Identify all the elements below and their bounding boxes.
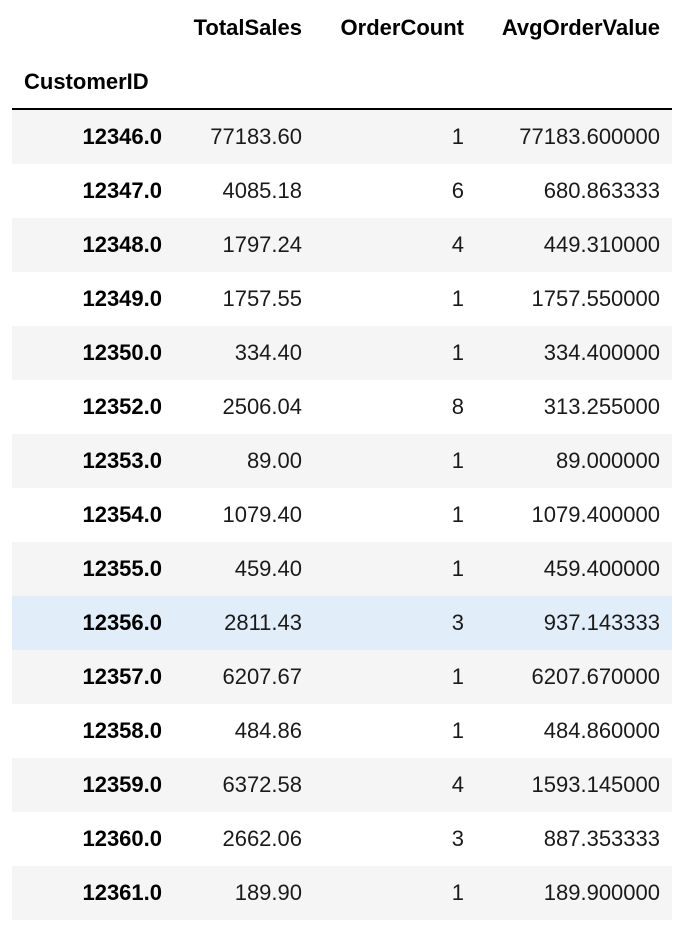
cell-total-sales: 89.00 <box>246 448 302 473</box>
row-index-customer-id: 12349.0 <box>82 286 162 311</box>
cell-total-sales: 77183.60 <box>210 124 302 149</box>
cell-total-sales: 4085.18 <box>222 178 302 203</box>
cell-total-sales: 6207.67 <box>222 664 302 689</box>
table-row: 12361.0 189.90 1 189.900000 <box>12 866 672 920</box>
table-row: 12357.0 6207.67 1 6207.670000 <box>12 650 672 704</box>
cell-order-count: 1 <box>451 664 464 689</box>
cell-total-sales: 1797.24 <box>222 232 302 257</box>
cell-order-count: 1 <box>451 502 464 527</box>
cell-avg-order-value: 1079.400000 <box>531 502 660 527</box>
cell-avg-order-value: 313.255000 <box>543 394 660 419</box>
column-header-row: TotalSales OrderCount AvgOrderValue <box>12 0 672 55</box>
index-name-blank-cell <box>476 55 672 110</box>
table-row: 12354.0 1079.40 1 1079.400000 <box>12 488 672 542</box>
table-header: TotalSales OrderCount AvgOrderValue Cust… <box>12 0 672 110</box>
cell-total-sales: 6372.58 <box>222 772 302 797</box>
column-header-total-sales: TotalSales <box>193 14 302 40</box>
index-name-blank-cell <box>314 55 476 110</box>
table-row: 12346.0 77183.60 1 77183.600000 <box>12 109 672 164</box>
cell-order-count: 4 <box>451 772 464 797</box>
cell-order-count: 1 <box>451 286 464 311</box>
cell-total-sales: 2506.04 <box>222 394 302 419</box>
table-row: 12360.0 2662.06 3 887.353333 <box>12 812 672 866</box>
row-index-customer-id: 12352.0 <box>82 394 162 419</box>
row-index-customer-id: 12346.0 <box>82 124 162 149</box>
row-index-customer-id: 12358.0 <box>82 718 162 743</box>
table-row: 12356.0 2811.43 3 937.143333 <box>12 596 672 650</box>
cell-total-sales: 484.86 <box>234 718 302 743</box>
index-name-row: CustomerID <box>12 55 672 110</box>
cell-order-count: 1 <box>451 556 464 581</box>
cell-order-count: 1 <box>451 880 464 905</box>
row-index-customer-id: 12357.0 <box>82 664 162 689</box>
table-row: 12349.0 1757.55 1 1757.550000 <box>12 272 672 326</box>
table-row: 12352.0 2506.04 8 313.255000 <box>12 380 672 434</box>
cell-order-count: 8 <box>451 394 464 419</box>
cell-avg-order-value: 89.000000 <box>556 448 660 473</box>
cell-avg-order-value: 887.353333 <box>543 826 660 851</box>
index-name-header: CustomerID <box>12 55 174 110</box>
cell-avg-order-value: 484.860000 <box>543 718 660 743</box>
index-corner-cell <box>12 0 174 55</box>
cell-avg-order-value: 1757.550000 <box>531 286 660 311</box>
table-row: 12348.0 1797.24 4 449.310000 <box>12 218 672 272</box>
row-index-customer-id: 12360.0 <box>82 826 162 851</box>
cell-avg-order-value: 77183.600000 <box>519 124 660 149</box>
cell-order-count: 4 <box>451 232 464 257</box>
cell-total-sales: 334.40 <box>234 340 302 365</box>
cell-avg-order-value: 1593.145000 <box>531 772 660 797</box>
cell-total-sales: 1757.55 <box>222 286 302 311</box>
cell-order-count: 3 <box>451 826 464 851</box>
row-index-customer-id: 12348.0 <box>82 232 162 257</box>
row-index-customer-id: 12359.0 <box>82 772 162 797</box>
cell-order-count: 3 <box>451 610 464 635</box>
table-row: 12358.0 484.86 1 484.860000 <box>12 704 672 758</box>
cell-avg-order-value: 6207.670000 <box>531 664 660 689</box>
table-row: 12350.0 334.40 1 334.400000 <box>12 326 672 380</box>
cell-avg-order-value: 459.400000 <box>543 556 660 581</box>
row-index-customer-id: 12350.0 <box>82 340 162 365</box>
index-name-blank-cell <box>174 55 314 110</box>
cell-avg-order-value: 680.863333 <box>543 178 660 203</box>
cell-avg-order-value: 937.143333 <box>543 610 660 635</box>
cell-order-count: 1 <box>451 124 464 149</box>
cell-total-sales: 2662.06 <box>222 826 302 851</box>
column-header-avg-order-value: AvgOrderValue <box>501 14 660 40</box>
row-index-customer-id: 12353.0 <box>82 448 162 473</box>
row-index-customer-id: 12355.0 <box>82 556 162 581</box>
cell-total-sales: 189.90 <box>234 880 302 905</box>
table-body: 12346.0 77183.60 1 77183.600000 12347.0 4085.… <box>12 109 672 920</box>
table-row: 12355.0 459.40 1 459.400000 <box>12 542 672 596</box>
cell-avg-order-value: 334.400000 <box>543 340 660 365</box>
row-index-customer-id: 12361.0 <box>82 880 162 905</box>
dataframe-output: TotalSales OrderCount AvgOrderValue Cust… <box>12 0 672 920</box>
cell-order-count: 1 <box>451 340 464 365</box>
cell-avg-order-value: 449.310000 <box>543 232 660 257</box>
table-row: 12347.0 4085.18 6 680.863333 <box>12 164 672 218</box>
cell-total-sales: 459.40 <box>234 556 302 581</box>
table-row: 12359.0 6372.58 4 1593.145000 <box>12 758 672 812</box>
cell-total-sales: 1079.40 <box>222 502 302 527</box>
cell-order-count: 6 <box>451 178 464 203</box>
cell-order-count: 1 <box>451 718 464 743</box>
cell-total-sales: 2811.43 <box>224 610 302 635</box>
row-index-customer-id: 12356.0 <box>82 610 162 635</box>
cell-avg-order-value: 189.900000 <box>543 880 660 905</box>
row-index-customer-id: 12347.0 <box>82 178 162 203</box>
table-row: 12353.0 89.00 1 89.000000 <box>12 434 672 488</box>
row-index-customer-id: 12354.0 <box>82 502 162 527</box>
dataframe-table: TotalSales OrderCount AvgOrderValue Cust… <box>12 0 672 920</box>
column-header-order-count: OrderCount <box>340 14 464 40</box>
cell-order-count: 1 <box>451 448 464 473</box>
